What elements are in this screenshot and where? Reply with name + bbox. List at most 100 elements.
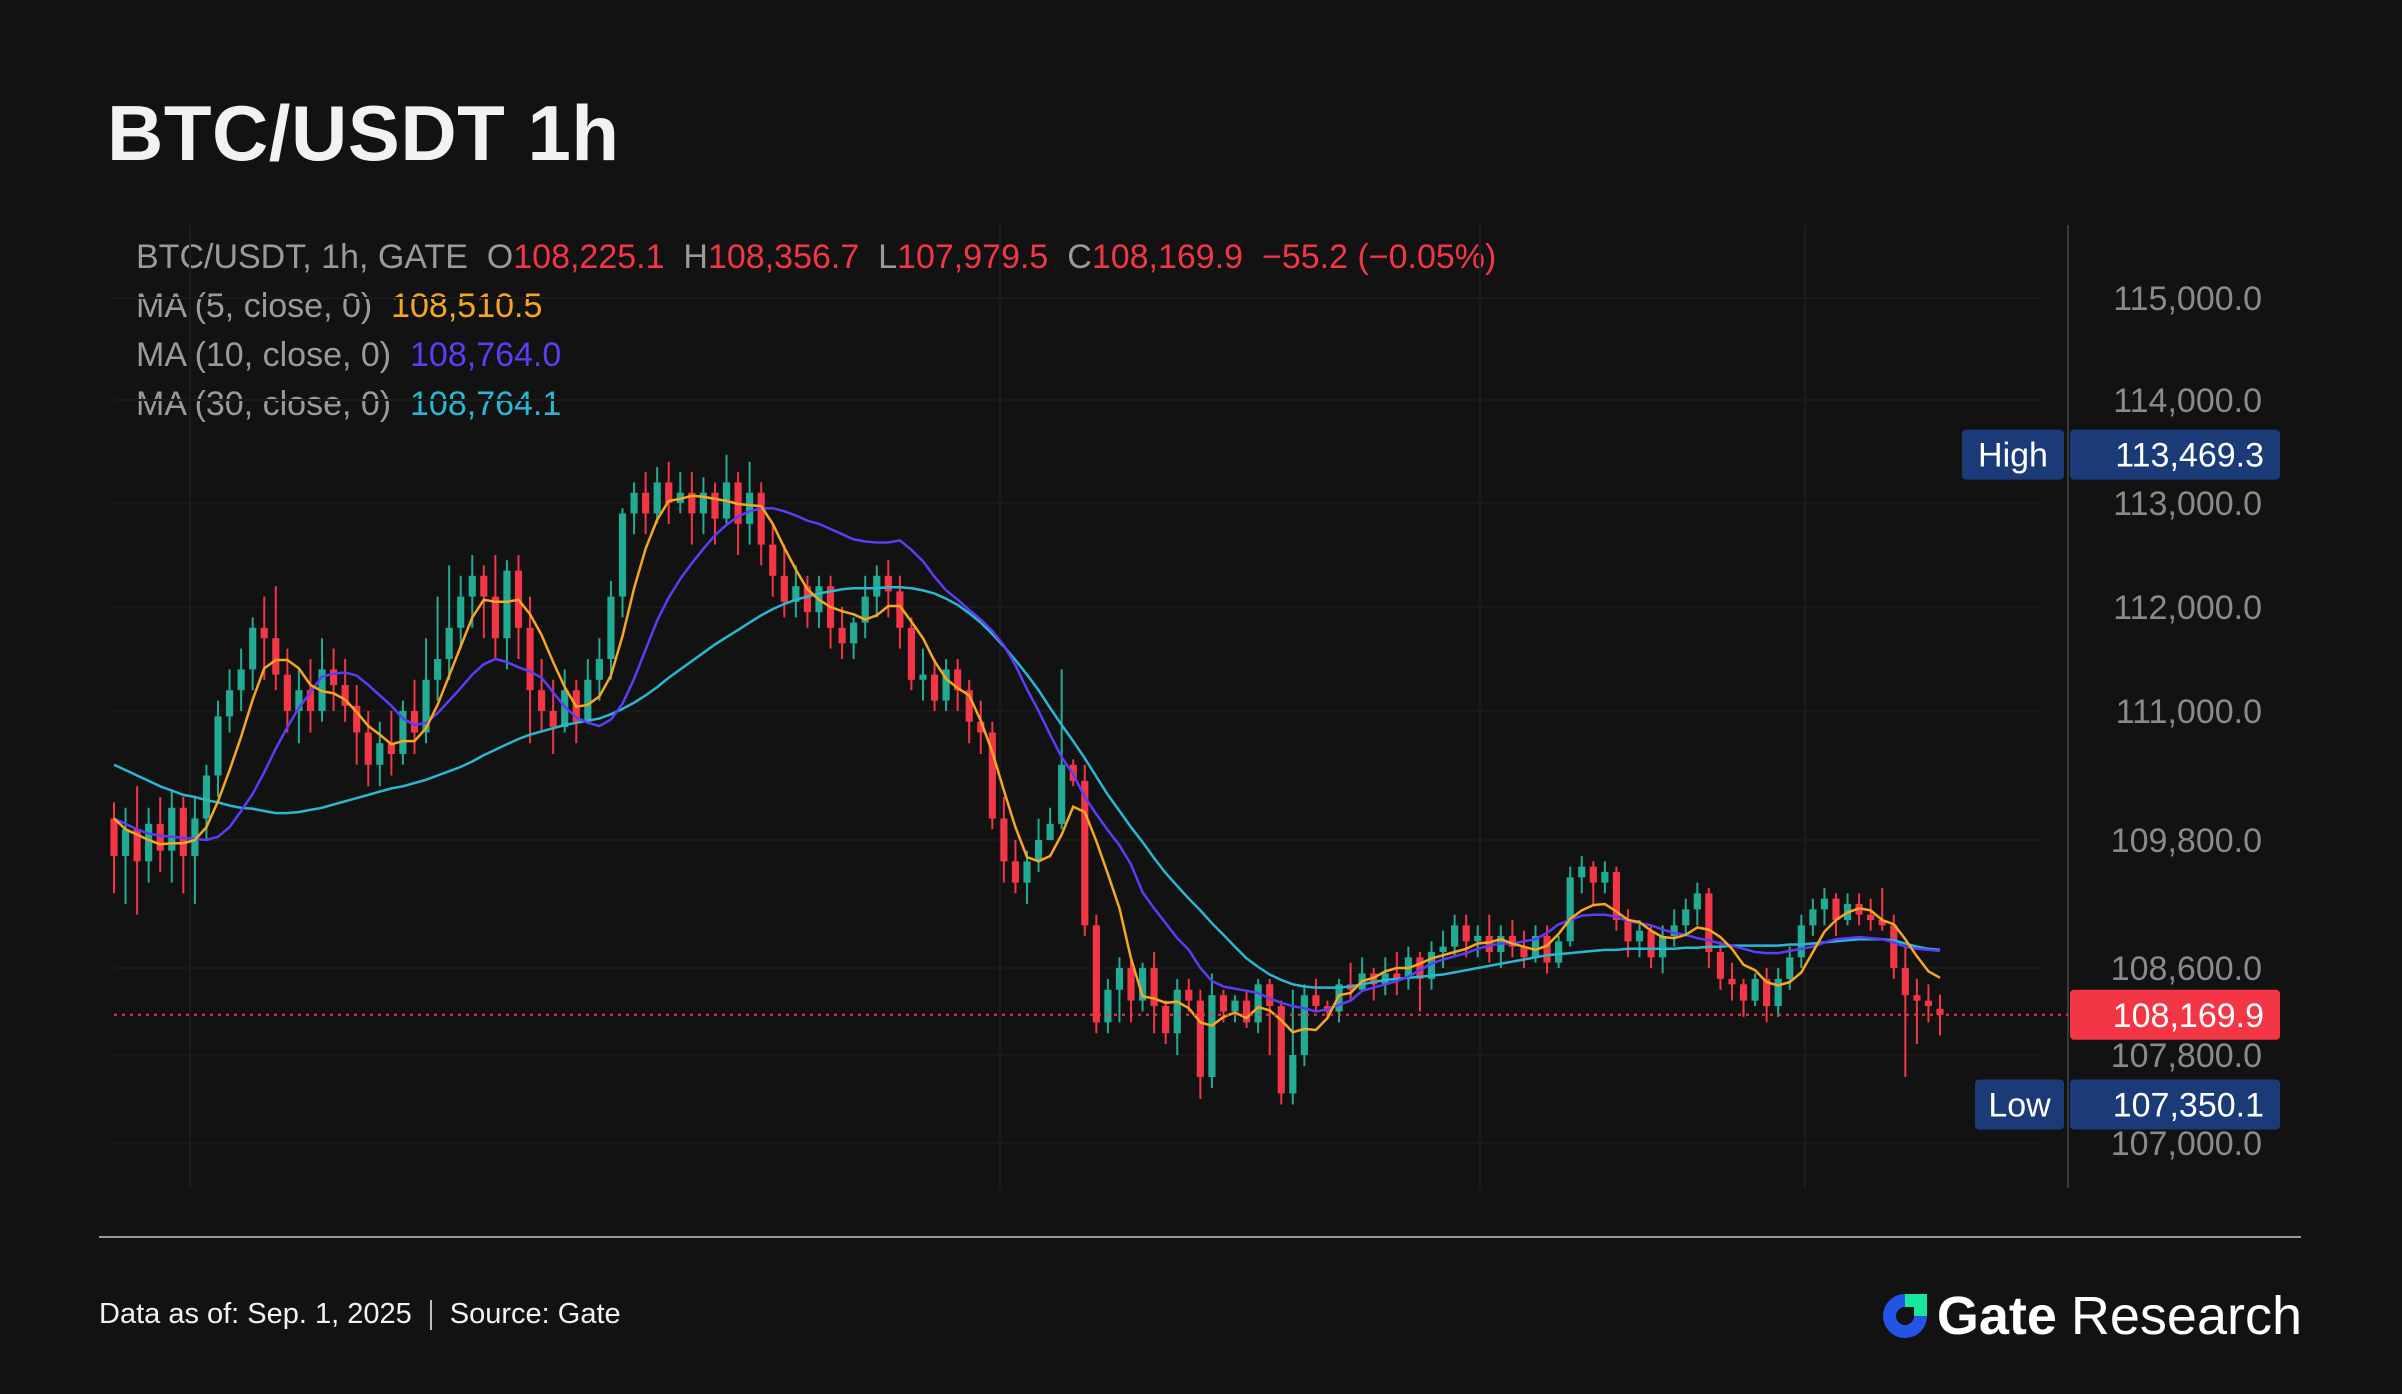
- candle-body: [1774, 978, 1782, 1007]
- candle-body: [341, 685, 349, 706]
- candle-body: [850, 622, 858, 644]
- candle-body: [1335, 984, 1343, 1012]
- candle-body: [376, 743, 384, 765]
- candle-body: [1474, 936, 1482, 942]
- candle-body: [1520, 946, 1528, 958]
- candle-body: [1763, 978, 1771, 1007]
- candle-body: [618, 513, 627, 597]
- candle-body: [1254, 984, 1262, 1023]
- price-tick-label: 112,000.0: [2113, 589, 2262, 627]
- candle-body: [364, 732, 372, 765]
- candle-body: [780, 575, 788, 602]
- brand-suffix: Research: [2070, 1286, 2302, 1346]
- candle-body: [942, 669, 950, 701]
- candle-body: [1196, 1000, 1204, 1077]
- candle-body: [838, 627, 846, 644]
- footer-info: Data as of: Sep. 1, 2025 Source: Gate: [99, 1298, 621, 1331]
- candle-body: [1231, 1000, 1239, 1012]
- candle-body: [1104, 989, 1112, 1023]
- candle-body: [526, 627, 534, 691]
- candle-body: [295, 690, 303, 711]
- candle-body: [642, 492, 650, 514]
- candle-body: [1705, 893, 1713, 952]
- candle-body: [249, 627, 257, 670]
- candle-body: [1219, 995, 1228, 1012]
- candle-body: [919, 674, 927, 680]
- ma5-line: [113, 494, 1941, 1034]
- ma30-legend: MA (30, close, 0) 108,764.1: [136, 385, 561, 424]
- candle-body: [930, 674, 939, 701]
- candle-body: [711, 492, 719, 519]
- candle-body: [1913, 995, 1921, 1001]
- candle-body: [803, 586, 812, 613]
- candle-body: [1670, 925, 1678, 936]
- high-value-box: [2070, 429, 2280, 480]
- candle-body: [260, 627, 268, 639]
- candle-body: [1624, 920, 1632, 942]
- ma5-value: 108,510.5: [391, 287, 543, 325]
- candlestick-chart[interactable]: 115,000.0 114,000.0 113,000.0 112,000.0 111,…: [0, 0, 2402, 1230]
- candle-body: [503, 570, 511, 639]
- candle-body: [1208, 995, 1216, 1077]
- candle-body: [445, 627, 453, 659]
- low-label-text: Low: [1988, 1086, 2051, 1124]
- candle-body: [121, 829, 130, 856]
- candle-body: [1312, 995, 1320, 1007]
- candle-body: [480, 575, 488, 597]
- candle-body: [1427, 952, 1436, 979]
- close-value: 108,169.9: [1091, 238, 1244, 276]
- candle-body: [237, 669, 245, 691]
- candle-body: [1820, 898, 1829, 910]
- ma10-label: MA (10, close, 0): [136, 336, 392, 374]
- candle-body: [145, 823, 153, 862]
- candle-body: [561, 690, 569, 728]
- price-axis: 115,000.0 114,000.0 113,000.0 112,000.0 111,…: [1962, 280, 2280, 1163]
- price-tick-label: 114,000.0: [2113, 382, 2262, 420]
- ma30-label: MA (30, close, 0): [136, 385, 392, 423]
- data-as-of: Data as of: Sep. 1, 2025: [99, 1298, 412, 1330]
- candle-body: [225, 690, 234, 717]
- candle-body: [769, 544, 777, 576]
- candle-body: [191, 818, 199, 856]
- candle-body: [179, 807, 187, 856]
- candle-body: [1728, 978, 1736, 985]
- high-label-text: High: [1978, 437, 2048, 475]
- candle-body: [1751, 978, 1759, 1001]
- gate-logo-icon: [1882, 1294, 1927, 1338]
- candle-body: [630, 492, 638, 514]
- candle-body: [907, 627, 916, 680]
- candle-body: [1462, 925, 1470, 942]
- high-value-text: 113,469.3: [2115, 437, 2264, 475]
- candle-body: [283, 674, 291, 711]
- candle-body: [156, 823, 164, 851]
- candle-body: [1901, 968, 1909, 996]
- candle-body: [1578, 866, 1586, 878]
- candle-body: [1531, 936, 1540, 958]
- candle-body: [1601, 872, 1609, 883]
- ma30-line: [113, 585, 1941, 989]
- change-value: −55.2 (−0.05%): [1261, 238, 1497, 276]
- candle-body: [607, 596, 615, 659]
- low-label: L: [878, 238, 898, 276]
- candle-body: [1832, 898, 1840, 920]
- candle-body: [1185, 989, 1193, 1001]
- candle-body: [1797, 925, 1805, 958]
- candle-body: [422, 679, 430, 733]
- candle-body: [1936, 1008, 1944, 1015]
- candle-body: [1809, 909, 1817, 926]
- candle-body: [977, 721, 985, 733]
- low-value: 107,979.5: [897, 238, 1049, 276]
- candle-body: [353, 705, 361, 733]
- candle-body: [1173, 989, 1181, 1034]
- candle-body: [168, 807, 176, 851]
- candle-body: [1092, 925, 1100, 1023]
- source-text: Source: Gate: [449, 1298, 621, 1330]
- ma5-label: MA (5, close, 0): [136, 287, 373, 325]
- price-tick-label: 107,800.0: [2111, 1037, 2262, 1075]
- candle-body: [688, 492, 696, 514]
- candle-body: [1000, 818, 1008, 862]
- candle-body: [1867, 914, 1875, 920]
- price-tick-label: 108,600.0: [2111, 950, 2262, 988]
- candle-body: [1127, 968, 1135, 1001]
- ohlc-legend: BTC/USDT, 1h, GATE O108,225.1 H108,356.7…: [136, 238, 1496, 277]
